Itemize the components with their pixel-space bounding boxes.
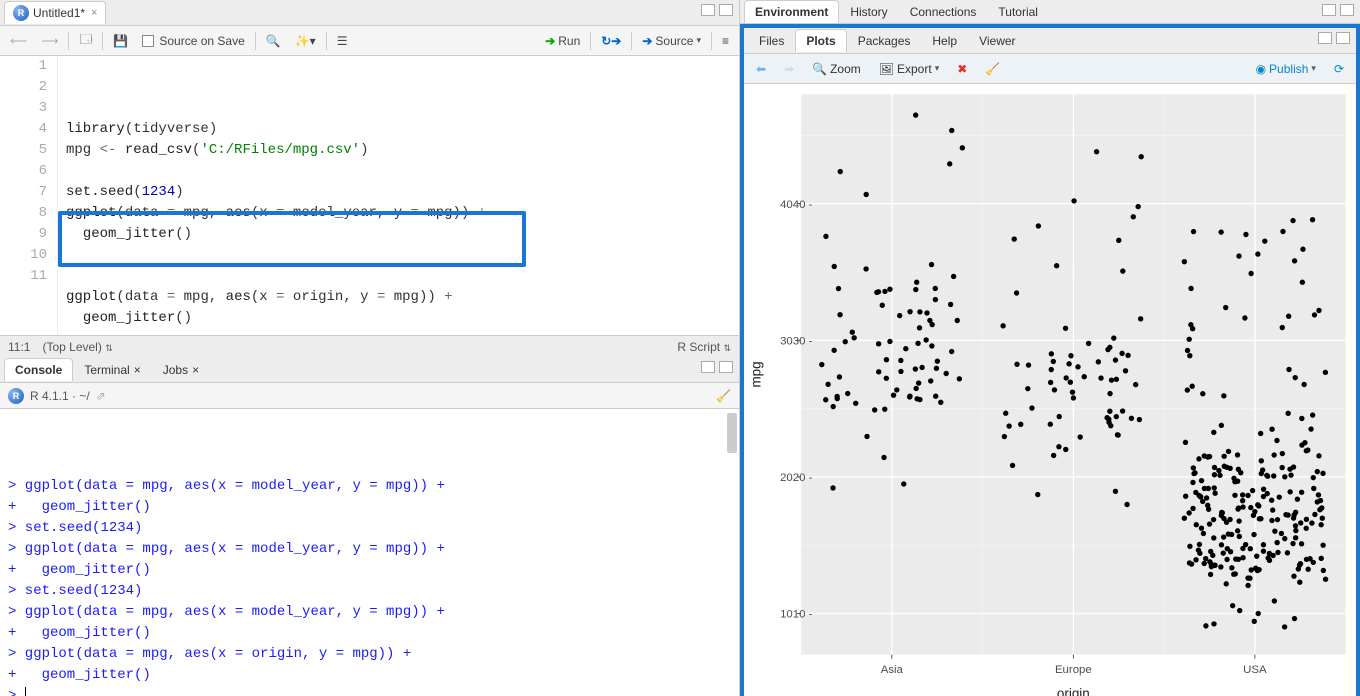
find-icon[interactable]: 🔍: [262, 32, 285, 50]
tab-terminal[interactable]: Terminal ×: [73, 358, 151, 381]
svg-text:20 -: 20 -: [793, 472, 813, 484]
svg-text:40: 40: [780, 199, 793, 211]
forward-icon[interactable]: ⟶: [37, 32, 62, 50]
source-editor[interactable]: 1234567891011 library(tidyverse)mpg <- r…: [0, 56, 739, 335]
tab-viewer[interactable]: Viewer: [968, 29, 1026, 52]
tab-packages[interactable]: Packages: [847, 29, 922, 52]
minimize-icon[interactable]: [1322, 4, 1336, 16]
svg-text:mpg: mpg: [749, 361, 764, 387]
console-line: > ggplot(data = mpg, aes(x = model_year,…: [8, 602, 731, 623]
r-icon: R: [8, 388, 24, 404]
svg-text:10: 10: [780, 609, 793, 621]
code-line[interactable]: [66, 245, 739, 266]
maximize-icon[interactable]: [719, 4, 733, 16]
minimize-icon[interactable]: [701, 4, 715, 16]
source-tabbar: R Untitled1* ×: [0, 0, 739, 26]
source-toolbar: ⟵ ⟶ 🗔 💾 Source on Save 🔍 ✨▾ ☰ ➔ Run ↻➔ ➔…: [0, 26, 739, 56]
tab-console[interactable]: Console: [4, 358, 73, 381]
pane-window-controls: [701, 361, 733, 373]
code-line[interactable]: ggplot(data = mpg, aes(x = model_year, y…: [66, 203, 739, 224]
code-line[interactable]: set.seed(1234): [66, 182, 739, 203]
pane-window-controls: [1318, 32, 1350, 44]
clear-console-icon[interactable]: 🧹: [716, 389, 731, 403]
rerun-icon[interactable]: ↻➔: [597, 32, 625, 50]
source-tab[interactable]: R Untitled1* ×: [4, 1, 106, 24]
save-icon[interactable]: 💾: [109, 32, 132, 50]
report-icon[interactable]: ☰: [333, 32, 352, 50]
back-icon[interactable]: ⟵: [6, 32, 31, 50]
maximize-icon[interactable]: [1340, 4, 1354, 16]
tab-plots[interactable]: Plots: [795, 29, 846, 52]
console-line: + geom_jitter(): [8, 623, 731, 644]
close-icon[interactable]: ×: [91, 7, 97, 19]
svg-text:10 -: 10 -: [793, 609, 813, 621]
tab-help[interactable]: Help: [921, 29, 968, 52]
language-selector[interactable]: R Script ⇅: [677, 340, 731, 354]
outline-icon[interactable]: ≡: [718, 32, 733, 50]
svg-text:USA: USA: [1243, 664, 1267, 676]
console-line: > set.seed(1234): [8, 518, 731, 539]
pane-window-controls: [701, 4, 733, 16]
pane-window-controls: [1322, 4, 1354, 16]
r-icon: R: [13, 5, 29, 21]
code-line[interactable]: [66, 161, 739, 182]
console-header: R R 4.1.1 · ~/ ⇗ 🧹: [0, 383, 739, 409]
console-line: > ggplot(data = mpg, aes(x = model_year,…: [8, 539, 731, 560]
source-button[interactable]: ➔ Source ▾: [638, 32, 705, 50]
console-line: >: [8, 686, 731, 696]
wand-icon[interactable]: ✨▾: [291, 32, 320, 50]
console-line: > ggplot(data = mpg, aes(x = model_year,…: [8, 476, 731, 497]
console-line: + geom_jitter(): [8, 665, 731, 686]
code-line[interactable]: [66, 329, 739, 335]
tab-history[interactable]: History: [839, 0, 898, 23]
source-tab-label: Untitled1*: [33, 6, 85, 20]
console-tabs: ConsoleTerminal ×Jobs ×: [0, 357, 739, 383]
scope-selector[interactable]: (Top Level) ⇅: [42, 340, 112, 354]
svg-text:origin: origin: [1057, 686, 1090, 696]
show-in-new-window-icon[interactable]: 🗔: [75, 28, 96, 53]
tab-connections[interactable]: Connections: [899, 0, 988, 23]
source-statusbar: 11:1 (Top Level) ⇅ R Script ⇅: [0, 335, 739, 357]
code-line[interactable]: geom_jitter(): [66, 224, 739, 245]
console-output[interactable]: > ggplot(data = mpg, aes(x = model_year,…: [0, 409, 739, 696]
svg-text:30: 30: [780, 335, 793, 347]
code-line[interactable]: mpg <- read_csv('C:/RFiles/mpg.csv'): [66, 140, 739, 161]
scrollbar-thumb[interactable]: [727, 413, 737, 453]
svg-text:20: 20: [780, 472, 793, 484]
run-button[interactable]: ➔ Run: [541, 32, 584, 50]
r-version: R 4.1.1 · ~/: [30, 389, 90, 403]
source-on-save-checkbox[interactable]: Source on Save: [138, 32, 248, 50]
code-line[interactable]: [66, 266, 739, 287]
code-line[interactable]: ggplot(data = mpg, aes(x = origin, y = m…: [66, 287, 739, 308]
plots-tabs: FilesPlotsPackagesHelpViewer: [744, 28, 1356, 54]
env-tabs: EnvironmentHistoryConnectionsTutorial: [740, 0, 1360, 24]
maximize-icon[interactable]: [1336, 32, 1350, 44]
popup-icon[interactable]: ⇗: [96, 389, 106, 403]
svg-text:30 -: 30 -: [793, 335, 813, 347]
code-line[interactable]: library(tidyverse): [66, 119, 739, 140]
svg-text:Asia: Asia: [881, 664, 904, 676]
console-line: + geom_jitter(): [8, 497, 731, 518]
svg-text:Europe: Europe: [1055, 664, 1092, 676]
minimize-icon[interactable]: [701, 361, 715, 373]
code-line[interactable]: geom_jitter(): [66, 308, 739, 329]
tab-jobs[interactable]: Jobs ×: [152, 358, 210, 381]
maximize-icon[interactable]: [719, 361, 733, 373]
minimize-icon[interactable]: [1318, 32, 1332, 44]
tab-tutorial[interactable]: Tutorial: [987, 0, 1049, 23]
console-line: + geom_jitter(): [8, 560, 731, 581]
console-line: > set.seed(1234): [8, 581, 731, 602]
console-line: > ggplot(data = mpg, aes(x = origin, y =…: [8, 644, 731, 665]
cursor-position: 11:1: [8, 340, 30, 354]
plot-canvas: 10 -10 20 -20 30 -30 40 -40 Asia Europe USA ori…: [744, 84, 1356, 696]
tab-files[interactable]: Files: [748, 29, 795, 52]
svg-text:40 -: 40 -: [793, 199, 813, 211]
tab-environment[interactable]: Environment: [744, 0, 839, 23]
